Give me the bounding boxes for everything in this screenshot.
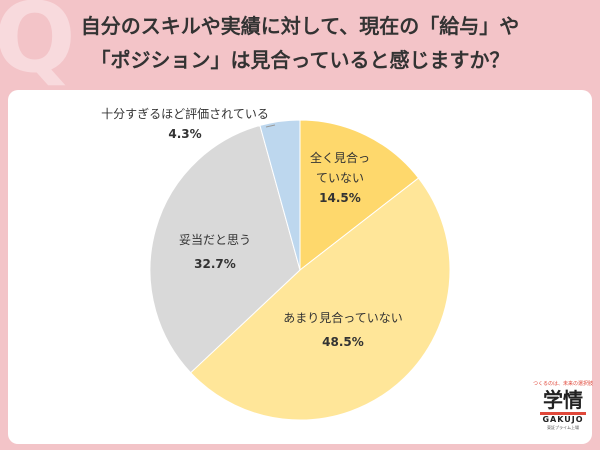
slice-value-label: 48.5% bbox=[322, 335, 364, 349]
logo-accent-bar bbox=[540, 412, 586, 415]
slice-category-label: ていない bbox=[316, 171, 364, 185]
slice-category-label: 全く見合っ bbox=[310, 150, 370, 165]
slice-label-2: 妥当だと思う 32.7% bbox=[179, 233, 251, 271]
chart-title-line-2: 「ポジション」は見合っていると感じますか？ bbox=[90, 48, 510, 72]
slice-category-label: 十分すぎるほど評価されている bbox=[101, 106, 269, 121]
decorative-q-mark: Q bbox=[0, 0, 76, 94]
title-area: Q 自分のスキルや実績に対して、現在の「給与」や 「ポジション」は見合っていると… bbox=[0, 0, 600, 94]
pie-slice-0 bbox=[299, 119, 420, 272]
logo-sub: 東証プライム上場 bbox=[547, 425, 579, 430]
gakujo-logo: つくるのは、未来の選択肢 学情 GAKUJO 東証プライム上場 bbox=[532, 380, 594, 444]
pie-slice-2 bbox=[149, 124, 301, 374]
slice-value-label: 14.5% bbox=[319, 191, 361, 205]
chart-title-line-1: 自分のスキルや実績に対して、現在の「給与」や bbox=[80, 14, 520, 38]
slice-value-label: 32.7% bbox=[194, 257, 236, 271]
logo-brand: GAKUJO bbox=[542, 415, 584, 424]
slice-label-3: 十分すぎるほど評価されている 4.3% bbox=[101, 106, 269, 141]
slice-label-1: あまり見合っていない 48.5% bbox=[283, 310, 402, 349]
logo-tagline: つくるのは、未来の選択肢 bbox=[533, 381, 593, 387]
slice-value-label: 4.3% bbox=[168, 127, 201, 141]
slice-category-label: あまり見合っていない bbox=[283, 310, 402, 325]
logo-mark: 学情 bbox=[543, 388, 583, 412]
leader-line bbox=[265, 124, 276, 128]
pie-slice-1 bbox=[189, 177, 451, 421]
pie-slice-3 bbox=[259, 119, 301, 271]
slice-category-label: 妥当だと思う bbox=[179, 233, 251, 247]
